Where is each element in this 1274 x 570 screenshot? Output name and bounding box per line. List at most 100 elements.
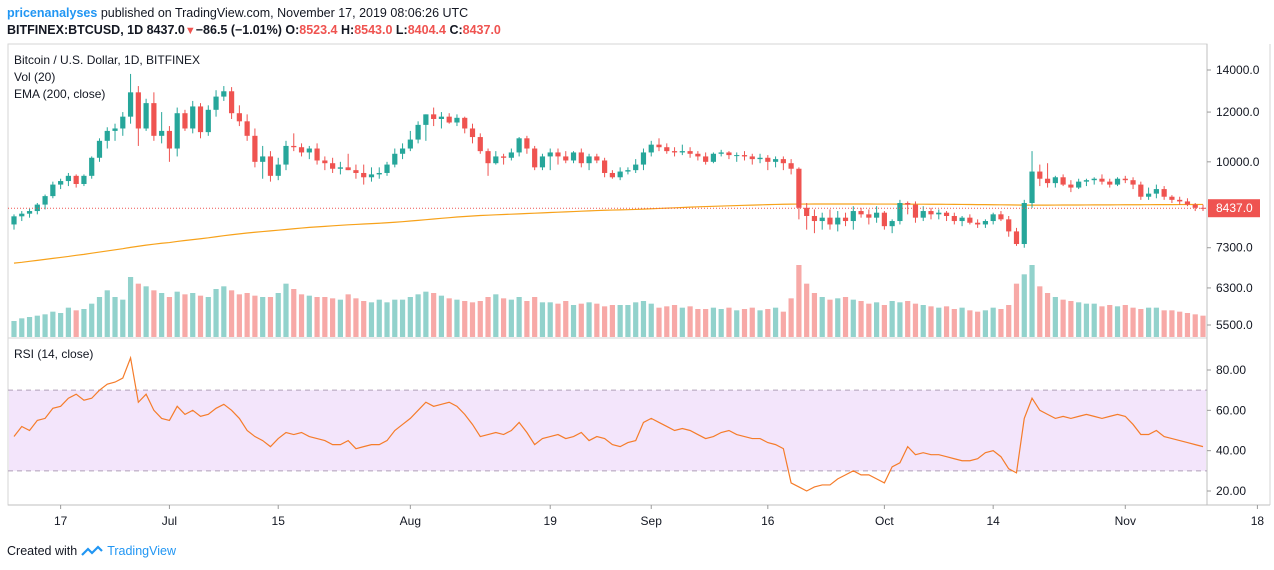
volume-bar — [671, 305, 678, 337]
volume-bar — [1037, 286, 1043, 337]
volume-bar — [1130, 307, 1136, 337]
volume-bar — [975, 311, 981, 337]
price-tick-label: 5500.0 — [1216, 318, 1253, 332]
candle-body — [928, 211, 934, 215]
candle-body — [399, 148, 406, 154]
volume-bar — [609, 305, 615, 337]
candle-body — [858, 211, 864, 215]
close-value: 8437.0 — [462, 23, 501, 37]
candle-body — [1052, 177, 1058, 184]
volume-bar — [353, 298, 359, 337]
candle-body — [679, 151, 685, 153]
author-name[interactable]: pricenanalyses — [7, 6, 98, 20]
volume-bar — [1006, 305, 1012, 337]
candle-body — [842, 217, 849, 222]
price-change: −86.5 (−1.01%) — [195, 23, 282, 37]
time-tick-label: Jul — [162, 514, 177, 528]
candle-body — [912, 204, 919, 218]
vol-legend: Vol (20) — [14, 70, 56, 84]
volume-bar — [943, 306, 950, 337]
candle-body — [493, 156, 499, 164]
candle-body — [260, 156, 266, 162]
candle-body — [936, 212, 942, 215]
candle-body — [236, 113, 242, 122]
volume-bar — [788, 298, 794, 337]
candle-body — [811, 215, 818, 222]
candle-body — [213, 96, 219, 110]
open-value: 8523.4 — [299, 23, 338, 37]
time-tick-label: Sep — [641, 514, 663, 528]
volume-bar — [811, 293, 818, 337]
candle-body — [1161, 189, 1167, 197]
volume-bar — [1146, 307, 1152, 337]
volume-bar — [143, 286, 149, 337]
candle-body — [221, 91, 227, 97]
candle-body — [337, 167, 343, 169]
volume-bar — [1153, 307, 1159, 337]
candle-body — [1177, 199, 1183, 202]
volume-bar — [50, 311, 56, 337]
candle-body — [477, 137, 483, 152]
volume-bar — [1052, 297, 1058, 337]
price-tick-label: 14000.0 — [1216, 63, 1260, 77]
volume-bar — [120, 299, 126, 337]
volume-bar — [726, 307, 732, 337]
rsi-tick-label: 60.00 — [1216, 403, 1246, 417]
volume-bar — [1200, 315, 1206, 337]
candle-body — [998, 214, 1004, 220]
volume-bar — [547, 302, 553, 337]
volume-bar — [166, 297, 173, 337]
candle-body — [485, 151, 491, 164]
candle-body — [874, 212, 880, 218]
tradingview-brand[interactable]: TradingView — [107, 544, 176, 558]
candle-body — [1068, 184, 1074, 188]
candle-body — [1083, 180, 1090, 182]
volume-bar — [734, 310, 740, 337]
volume-bar — [26, 317, 33, 337]
publish-info: pricenanalyses published on TradingView.… — [7, 6, 468, 20]
volume-bar — [695, 309, 701, 337]
volume-bar — [423, 291, 429, 337]
candle-body — [617, 171, 623, 178]
candle-body — [58, 181, 64, 185]
time-tick-label: 15 — [272, 514, 286, 528]
candle-body — [539, 156, 546, 168]
volume-bar — [330, 298, 336, 337]
candle-body — [765, 157, 771, 162]
candle-body — [42, 196, 48, 205]
candle-body — [291, 145, 297, 148]
price-tick-label: 7300.0 — [1216, 241, 1253, 255]
volume-bar — [345, 294, 351, 337]
candle-body — [866, 214, 872, 218]
volume-bar — [570, 305, 577, 337]
volume-bar — [407, 297, 413, 337]
candle-body — [850, 211, 856, 222]
volume-bar — [469, 302, 476, 337]
volume-bar — [42, 314, 48, 337]
candle-body — [578, 152, 584, 164]
volume-bar — [477, 301, 483, 337]
last-price-tag — [1208, 199, 1260, 218]
volume-bar — [454, 299, 460, 337]
volume-bar — [1138, 309, 1144, 337]
candle-body — [757, 157, 763, 160]
volume-bar — [594, 303, 600, 337]
created-with-label: Created with — [7, 544, 78, 558]
candle-body — [345, 167, 351, 171]
candle-body — [1076, 181, 1082, 188]
volume-bar — [1177, 311, 1183, 337]
candle-body — [1138, 184, 1144, 197]
candle-body — [19, 213, 25, 217]
low-value: 8404.4 — [407, 23, 446, 37]
candle-body — [664, 147, 670, 152]
publish-text: published on TradingView.com, November 1… — [100, 6, 469, 20]
volume-bar — [485, 297, 491, 337]
candle-body — [252, 135, 258, 162]
candle-body — [361, 172, 367, 178]
volume-bar — [1192, 314, 1198, 337]
candle-body — [384, 164, 390, 173]
candle-body — [174, 113, 180, 149]
candle-body — [112, 128, 118, 131]
candle-body — [959, 217, 965, 222]
